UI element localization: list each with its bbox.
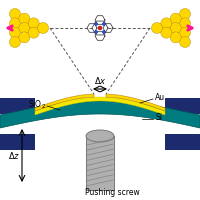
Circle shape [19, 32, 30, 43]
Circle shape [98, 26, 102, 30]
Circle shape [180, 18, 190, 29]
Circle shape [10, 37, 21, 48]
Circle shape [170, 22, 181, 33]
Polygon shape [35, 94, 94, 111]
Circle shape [10, 27, 21, 38]
Circle shape [102, 23, 105, 26]
Polygon shape [165, 114, 200, 134]
Circle shape [95, 23, 98, 26]
Circle shape [10, 18, 21, 29]
Circle shape [161, 18, 172, 29]
Circle shape [170, 32, 181, 43]
Circle shape [180, 27, 190, 38]
Circle shape [180, 8, 190, 19]
Polygon shape [0, 114, 35, 134]
Text: $\Delta x$: $\Delta x$ [94, 75, 106, 86]
Text: $\Delta z$: $\Delta z$ [8, 150, 20, 161]
Circle shape [19, 13, 30, 24]
Circle shape [95, 30, 98, 33]
FancyBboxPatch shape [86, 136, 114, 190]
Text: Si: Si [155, 114, 162, 122]
Circle shape [170, 13, 181, 24]
Text: Au: Au [155, 92, 165, 102]
Circle shape [102, 30, 105, 33]
Circle shape [28, 27, 39, 38]
Circle shape [28, 18, 39, 29]
Circle shape [180, 37, 190, 48]
Circle shape [19, 22, 30, 33]
Polygon shape [106, 94, 165, 111]
Circle shape [10, 8, 21, 19]
Ellipse shape [86, 130, 114, 142]
Polygon shape [0, 98, 35, 150]
Text: Pushing screw: Pushing screw [85, 188, 139, 197]
Circle shape [161, 27, 172, 38]
Text: SiO$_2$: SiO$_2$ [28, 99, 46, 111]
Polygon shape [165, 98, 200, 150]
Circle shape [151, 22, 162, 33]
Circle shape [38, 22, 49, 33]
Polygon shape [0, 101, 200, 128]
Polygon shape [35, 97, 165, 115]
